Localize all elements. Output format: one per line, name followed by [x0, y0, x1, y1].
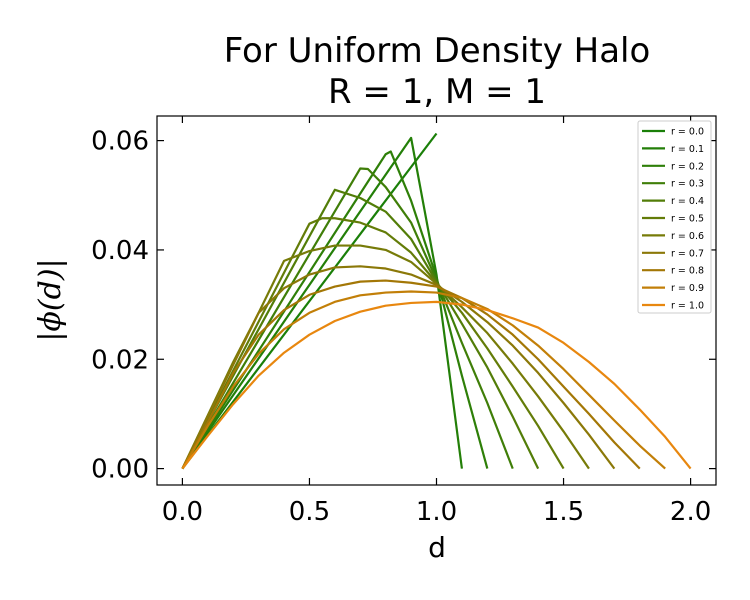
legend-label-2: r = 0.2 — [671, 161, 704, 172]
series-line-4 — [181, 188, 540, 470]
chart-title-line-1: For Uniform Density Halo — [224, 31, 651, 71]
legend-label-8: r = 0.8 — [671, 266, 704, 277]
x-tick-label: 1.5 — [543, 497, 584, 527]
x-tick-label: 0.5 — [289, 497, 330, 527]
x-tick-label: 2.0 — [670, 497, 711, 527]
plot-area-frame — [156, 115, 717, 486]
y-tick-label: 0.00 — [91, 455, 149, 485]
series-line-5 — [181, 217, 565, 470]
series-line-6 — [181, 244, 590, 470]
legend-entries: r = 0.0 r = 0.1 r = 0.2 r = 0.3 r = 0.4 r = 0… — [642, 127, 704, 312]
legend-label-4: r = 0.4 — [671, 196, 704, 207]
series-line-7 — [181, 265, 616, 470]
y-axis-label: |ϕ(d)| — [33, 258, 68, 341]
series-line-10 — [181, 300, 692, 470]
series-line-2 — [181, 150, 489, 470]
x-axis-ticks: 0.0 0.5 1.0 1.5 2.0 — [162, 116, 711, 527]
legend-label-7: r = 0.7 — [671, 248, 704, 259]
legend-label-9: r = 0.9 — [671, 283, 704, 294]
series-line-9 — [181, 290, 666, 470]
legend-label-1: r = 0.1 — [671, 144, 704, 155]
series-layer — [181, 132, 692, 470]
series-line-8 — [181, 279, 641, 470]
chart-title-line-2: R = 1, M = 1 — [328, 72, 546, 112]
series-line-3 — [181, 167, 514, 470]
y-tick-label: 0.06 — [91, 127, 149, 157]
legend-label-0: r = 0.0 — [671, 127, 704, 138]
series-line-0 — [181, 132, 438, 470]
legend-frame — [637, 120, 712, 314]
x-axis-label: d — [428, 531, 446, 564]
x-tick-label: 0.0 — [162, 497, 203, 527]
legend: r = 0.0 r = 0.1 r = 0.2 r = 0.3 r = 0.4 r = 0… — [637, 120, 712, 314]
x-tick-label: 1.0 — [416, 497, 457, 527]
legend-label-3: r = 0.3 — [671, 179, 704, 190]
y-tick-label: 0.04 — [91, 236, 149, 266]
y-tick-label: 0.02 — [91, 345, 149, 375]
y-axis-ticks: 0.00 0.02 0.04 0.06 — [91, 127, 716, 485]
legend-label-5: r = 0.5 — [671, 214, 704, 225]
legend-label-10: r = 1.0 — [671, 301, 704, 312]
legend-label-6: r = 0.6 — [671, 231, 704, 242]
